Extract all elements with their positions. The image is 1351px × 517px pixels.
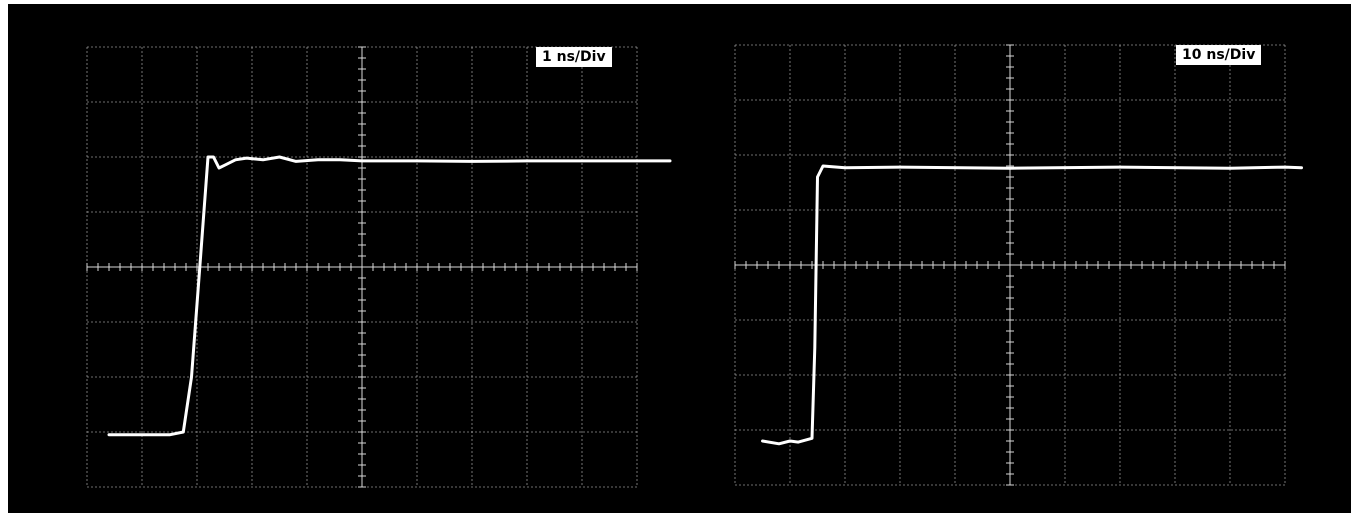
oscilloscope-photo-frame bbox=[8, 4, 1351, 513]
trace-left bbox=[107, 155, 672, 437]
graticule-right bbox=[734, 44, 1286, 486]
trace-right bbox=[761, 164, 1303, 446]
timebase-label-left: 1 ns/Div bbox=[536, 47, 612, 67]
graticule-left bbox=[86, 46, 638, 488]
timebase-label-right: 10 ns/Div bbox=[1176, 45, 1262, 65]
